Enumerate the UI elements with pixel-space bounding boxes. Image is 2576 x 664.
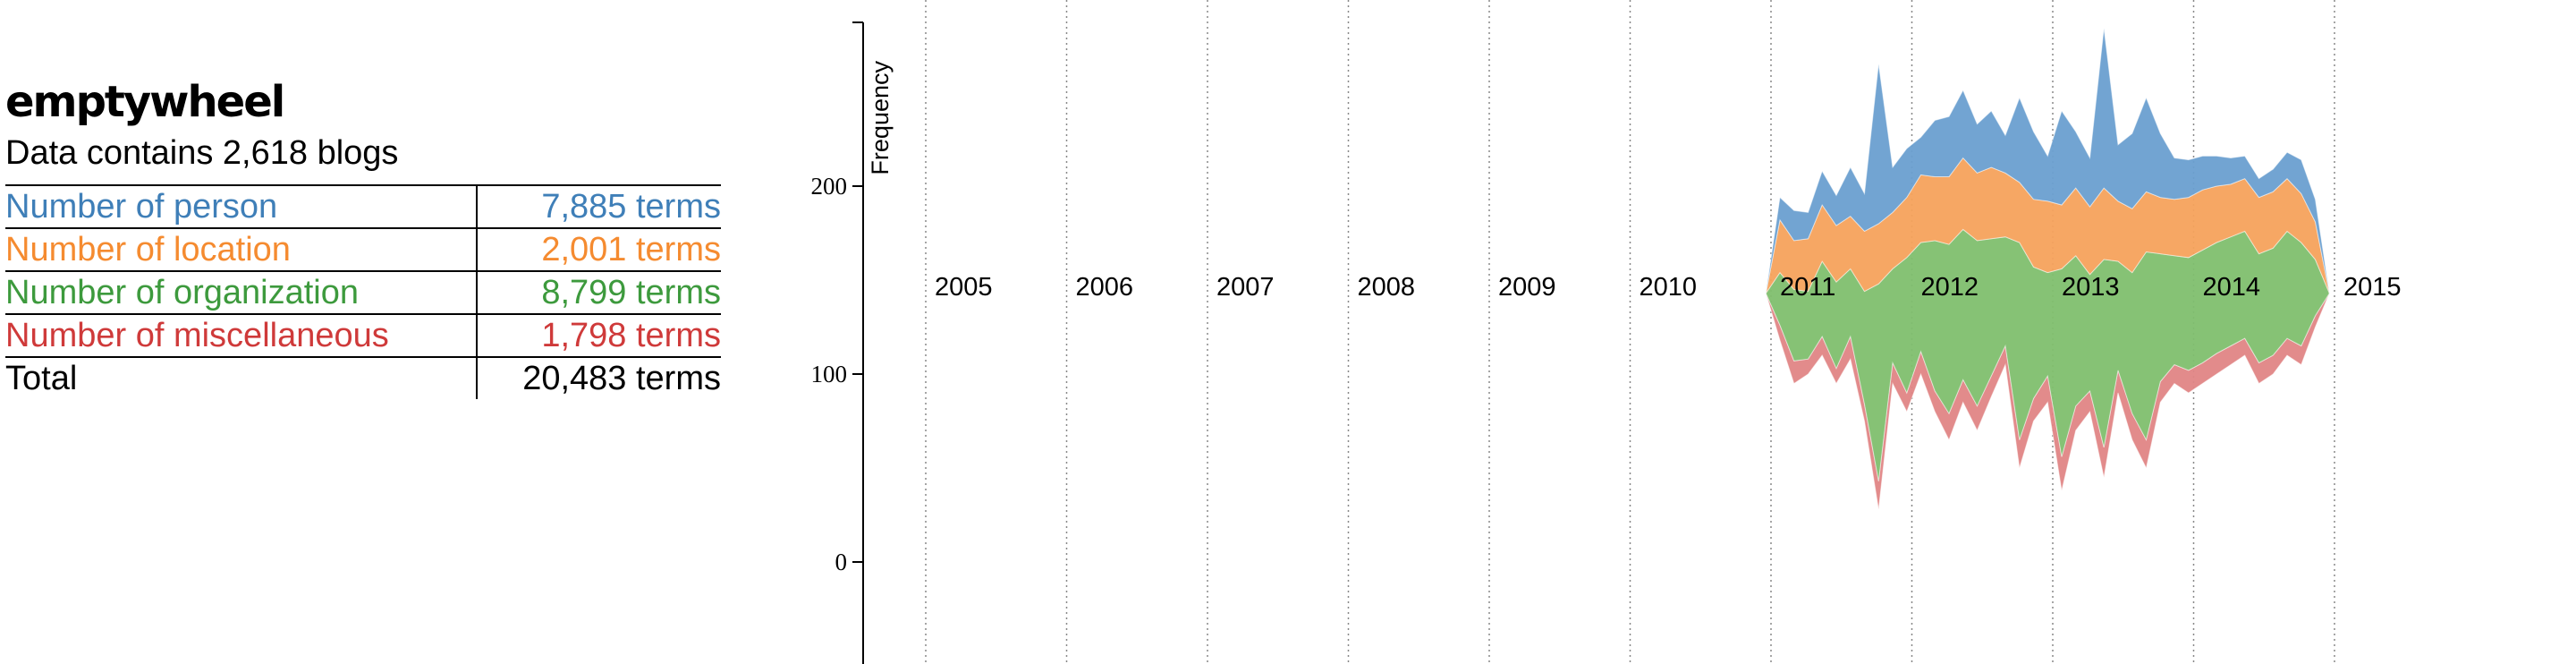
year-label: 2010: [1640, 273, 1698, 302]
terms-row: Number of person 7,885 terms: [5, 184, 721, 228]
year-label: 2011: [1780, 273, 1835, 302]
y-tick-label: 200: [811, 173, 848, 200]
stream-layers: [1765, 28, 2330, 510]
terms-total-label: Total: [5, 356, 477, 399]
streamgraph-chart: 2005 2006 2007 2008 2009 2010 2011 2012 2013 2014…: [811, 0, 2402, 664]
year-labels: 2005 2006 2007 2008 2009 2010 2011 2012 2013 2014…: [935, 273, 2402, 302]
terms-row: Number of miscellaneous 1,798 terms: [5, 313, 721, 357]
y-tick-label: 100: [811, 361, 848, 387]
summary-panel: emptywheel Data contains 2,618 blogs Num…: [5, 72, 721, 399]
terms-total-row: Total 20,483 terms: [5, 356, 721, 399]
terms-total-value: 20,483 terms: [475, 356, 721, 399]
terms-row-label: Number of miscellaneous: [5, 313, 477, 357]
terms-row-label: Number of location: [5, 227, 477, 271]
terms-row-value: 2,001 terms: [475, 227, 721, 271]
year-label: 2013: [2062, 273, 2120, 302]
year-grid: [925, 0, 2335, 664]
year-label: 2006: [1076, 273, 1134, 302]
year-label: 2005: [935, 273, 993, 302]
stream-person: [1765, 28, 2330, 294]
year-label: 2012: [1921, 273, 1979, 302]
y-axis-label: Frequency: [867, 61, 894, 175]
year-label: 2015: [2343, 273, 2402, 302]
terms-row-label: Number of organization: [5, 270, 477, 314]
terms-table: Number of person 7,885 terms Number of loc…: [5, 184, 721, 399]
terms-row-label: Number of person: [5, 184, 477, 228]
terms-row-value: 7,885 terms: [475, 184, 721, 228]
year-label: 2007: [1216, 273, 1275, 302]
terms-row-value: 8,799 terms: [475, 270, 721, 314]
terms-row: Number of location 2,001 terms: [5, 227, 721, 271]
y-tick-label: 0: [835, 549, 848, 575]
year-label: 2009: [1498, 273, 1556, 302]
terms-row: Number of organization 8,799 terms: [5, 270, 721, 314]
blog-name: emptywheel: [5, 77, 285, 127]
blog-count-text: Data contains 2,618 blogs: [5, 134, 399, 172]
y-axis: 0 100 200 Frequency: [811, 21, 894, 664]
terms-row-value: 1,798 terms: [475, 313, 721, 357]
year-label: 2008: [1358, 273, 1416, 302]
year-label: 2014: [2203, 273, 2261, 302]
